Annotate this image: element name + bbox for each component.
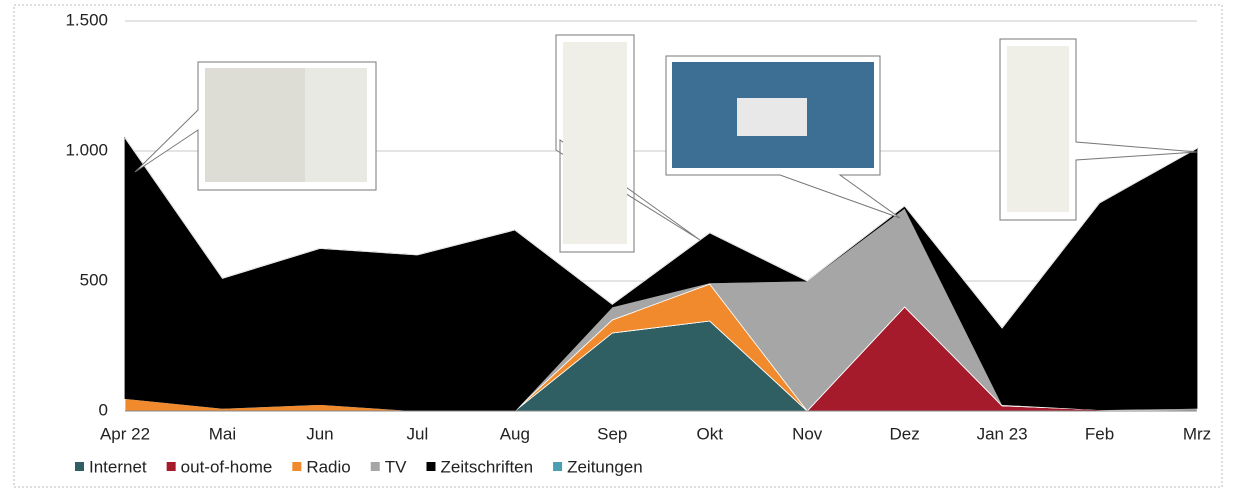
y-tick-label: 500: [80, 270, 108, 289]
legend-label: Internet: [89, 457, 147, 476]
x-tick-label: Mai: [209, 424, 236, 443]
ad-thumbnail-part: [205, 68, 305, 182]
x-tick-label: Aug: [500, 424, 530, 443]
legend-label: Zeitschriften: [440, 457, 533, 476]
legend: Internet out-of-home Radio TV Zeitschriften Z…: [75, 457, 643, 476]
y-tick-label: 1.500: [65, 10, 108, 29]
legend-swatch: [75, 462, 84, 471]
legend-label: TV: [385, 457, 407, 476]
ad-thumbnail-part: [737, 98, 807, 136]
x-tick-label: Okt: [697, 424, 724, 443]
x-tick-label: Feb: [1085, 424, 1114, 443]
x-tick-label: Sep: [597, 424, 627, 443]
legend-label: out-of-home: [181, 457, 273, 476]
legend-swatch: [426, 462, 435, 471]
x-tick-label: Jul: [406, 424, 428, 443]
legend-label: Zeitungen: [567, 457, 643, 476]
legend-swatch: [167, 462, 176, 471]
x-tick-label: Mrz: [1183, 424, 1211, 443]
chart: 0 500 1.000 1.500 Apr 22 Mai Jun Jul Aug Sep Okt No…: [0, 0, 1236, 492]
legend-label: Radio: [306, 457, 350, 476]
x-tick-label: Jun: [306, 424, 333, 443]
x-tick-label: Jan 23: [977, 424, 1028, 443]
ad-thumbnail: [563, 42, 627, 244]
x-tick-label: Dez: [890, 424, 920, 443]
ad-callouts: [135, 35, 1197, 252]
legend-swatch: [371, 462, 380, 471]
legend-swatch: [553, 462, 562, 471]
legend-swatch: [292, 462, 301, 471]
y-tick-label: 1.000: [65, 140, 108, 159]
x-tick-label: Apr 22: [100, 424, 150, 443]
ad-thumbnail: [1007, 46, 1069, 212]
x-tick-label: Nov: [792, 424, 823, 443]
y-tick-label: 0: [99, 400, 108, 419]
